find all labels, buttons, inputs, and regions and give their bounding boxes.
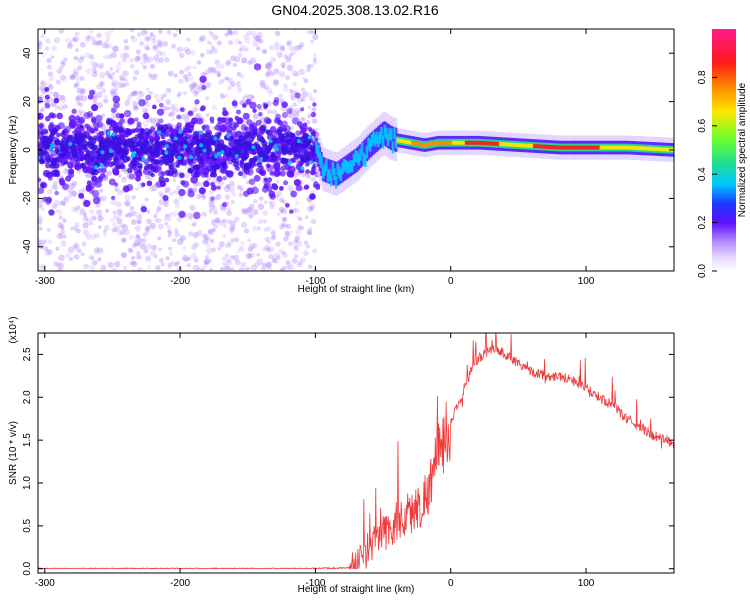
snr-y-tick-label: 0.0 <box>22 561 33 575</box>
page-title: GN04.2025.308.13.02.R16 <box>271 2 439 18</box>
snr-x-ticks: -300 -200 -100 0 100 <box>35 333 595 589</box>
spectrogram-x-tick-label: -100 <box>305 276 325 287</box>
spectrogram-x-tick-label: 0 <box>448 276 454 287</box>
snr-y-tick-label: 2.5 <box>22 347 33 361</box>
snr-x-tick-label: -100 <box>305 578 325 589</box>
snr-y-tick-label: 0.5 <box>22 518 33 532</box>
snr-y-tick-label: 1.0 <box>22 476 33 490</box>
colorbar-ticks: 0.0 0.2 0.4 0.6 0.8 <box>697 70 717 278</box>
colorbar-tick-label: 0.2 <box>697 215 708 229</box>
spectrogram-x-tick-label: 100 <box>578 276 595 287</box>
spectrogram-y-label: Frequency (Hz) <box>8 116 19 185</box>
snr-x-tick-label: -300 <box>35 578 55 589</box>
snr-series <box>38 333 674 571</box>
snr-y-label: SNR (10 * v/v) <box>8 421 19 485</box>
spectrogram-x-label: Height of straight line (km) <box>298 284 415 295</box>
colorbar-label: Normalized spectral amplitude <box>737 82 748 217</box>
snr-y-multiplier: (x10⁴) <box>8 316 19 343</box>
colorbar-gradient <box>712 29 736 271</box>
spectrogram-x-tick-label: -300 <box>35 276 55 287</box>
spectrogram-y-tick-label: 40 <box>22 47 33 59</box>
spectrogram-y-tick-label: -20 <box>22 191 33 206</box>
snr-x-tick-label: 0 <box>448 578 454 589</box>
snr-x-label: Height of straight line (km) <box>298 584 415 595</box>
colorbar-tick-label: 0.6 <box>697 118 708 132</box>
spectrogram-x-ticks: -300 -200 -100 0 100 <box>35 29 595 287</box>
spectrogram-y-tick-label: 0 <box>22 147 33 153</box>
snr-x-tick-label: 100 <box>578 578 595 589</box>
spectrogram-y-tick-label: 20 <box>22 96 33 108</box>
spectrogram-x-tick-label: -200 <box>170 276 190 287</box>
snr-panel: -300 -200 -100 0 100 0.0 0.5 1.0 1.5 2.0 2.5 Heig… <box>8 316 675 595</box>
colorbar-tick-label: 0.4 <box>697 167 708 181</box>
snr-line <box>38 333 674 571</box>
snr-frame <box>37 332 675 574</box>
colorbar: 0.0 0.2 0.4 0.6 0.8 Normalized spectral ampl… <box>697 29 748 278</box>
spectrogram-heatmap <box>38 29 674 271</box>
colorbar-tick-label: 0.8 <box>697 70 708 84</box>
snr-y-ticks: 0.0 0.5 1.0 1.5 2.0 2.5 <box>22 347 674 576</box>
snr-x-tick-label: -200 <box>170 578 190 589</box>
spectrogram-y-tick-label: -40 <box>22 239 33 254</box>
snr-y-tick-label: 2.0 <box>22 390 33 404</box>
snr-y-tick-label: 1.5 <box>22 433 33 447</box>
colorbar-tick-label: 0.0 <box>697 264 708 278</box>
spectrogram-y-ticks: -40 -20 0 20 40 <box>22 47 674 254</box>
